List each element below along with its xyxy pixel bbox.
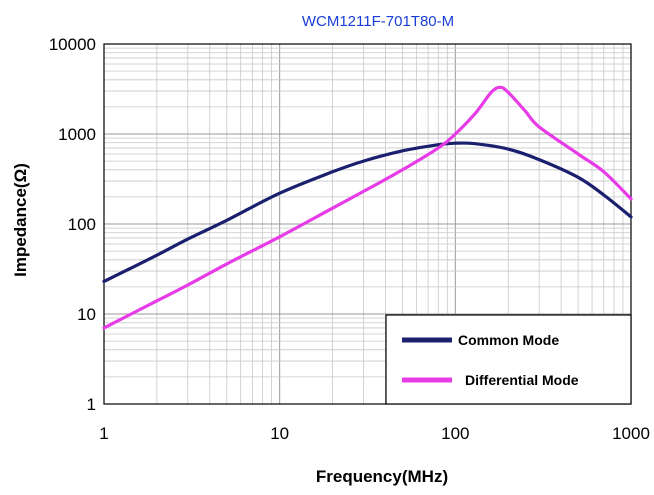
y-tick-labels: 1 10 100 1000 10000: [49, 35, 96, 414]
series-lines: [102, 85, 633, 330]
x-axis-label: Frequency(MHz): [316, 467, 448, 486]
chart-title: WCM1211F-701T80-M: [302, 13, 454, 30]
plot-frame: [103, 43, 632, 405]
series-line-common-mode: [102, 141, 633, 283]
legend: Common Mode Differential Mode: [385, 314, 632, 405]
x-tick-labels: 1 10 100 1000: [99, 424, 650, 443]
y-tick-label: 10000: [49, 35, 96, 54]
y-tick-label: 10: [77, 305, 96, 324]
legend-label-common-mode: Common Mode: [458, 332, 559, 348]
y-axis-label: Impedance(Ω): [11, 163, 30, 277]
legend-label-differential-mode: Differential Mode: [465, 372, 579, 388]
series-line-differential-mode: [102, 85, 633, 330]
y-tick-label: 100: [68, 215, 96, 234]
x-tick-label: 1000: [612, 424, 650, 443]
x-tick-label: 1: [99, 424, 108, 443]
x-tick-label: 10: [270, 424, 289, 443]
y-tick-label: 1000: [58, 125, 96, 144]
legend-box: [385, 314, 632, 405]
x-tick-label: 100: [441, 424, 469, 443]
y-tick-label: 1: [87, 395, 96, 414]
